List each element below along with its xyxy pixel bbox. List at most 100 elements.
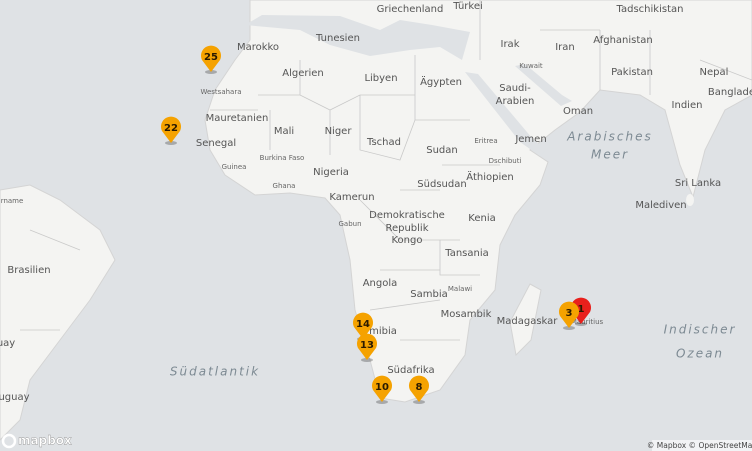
place-label: Arabien xyxy=(496,96,535,107)
place-label: Griechenland xyxy=(377,4,444,15)
marker[interactable]: 3 xyxy=(559,301,579,330)
place-label: Oman xyxy=(563,106,593,117)
place-label: Libyen xyxy=(364,73,397,84)
place-label: Südafrika xyxy=(387,365,434,376)
marker[interactable]: 1 xyxy=(571,297,591,326)
marker-label: 3 xyxy=(566,308,573,319)
markers: 25 22 14 13 10 8 13 xyxy=(161,45,591,404)
place-label: Mosambik xyxy=(441,309,492,320)
place-label: Afghanistan xyxy=(593,35,653,46)
place-label: Demokratische xyxy=(369,210,445,221)
place-label: Iran xyxy=(555,42,575,53)
place-label: Westsahara xyxy=(200,88,241,96)
red-sea xyxy=(465,72,546,156)
place-label: Marokko xyxy=(237,42,279,53)
persian-gulf xyxy=(515,64,572,106)
marker-label: 25 xyxy=(204,52,218,63)
place-label: Nigeria xyxy=(313,167,349,178)
marker-pin xyxy=(357,333,377,360)
borders-east xyxy=(20,0,752,331)
place-label: Ghana xyxy=(273,182,296,190)
marker-pin xyxy=(571,297,591,324)
place-label: Tschad xyxy=(366,137,401,148)
place-label: Gabun xyxy=(338,220,361,228)
mediterranean xyxy=(245,15,470,60)
place-label: Indischer xyxy=(664,323,737,337)
place-label: Mauritius xyxy=(571,318,604,326)
marker[interactable]: 13 xyxy=(357,333,377,362)
place-label: Tansania xyxy=(444,248,489,259)
place-label: Madagaskar xyxy=(497,316,559,327)
place-label: Brasilien xyxy=(7,265,50,276)
marker-pin xyxy=(409,375,430,402)
land-madagascar xyxy=(509,283,542,357)
place-label: Kuwait xyxy=(519,62,543,70)
logo-icon xyxy=(1,433,17,449)
place-label: mibia xyxy=(369,326,397,337)
place-label: Tunesien xyxy=(315,33,360,44)
place-label: Kamerun xyxy=(329,192,374,203)
place-label: uguay xyxy=(0,392,30,403)
place-label: Kenia xyxy=(468,213,495,224)
place-label: Ägypten xyxy=(420,75,462,88)
land-africa-eurasia xyxy=(204,0,752,403)
place-label: Indien xyxy=(672,100,703,111)
place-label: Nepal xyxy=(700,67,729,78)
place-label: Tadschikistan xyxy=(616,4,684,15)
attribution-bg xyxy=(652,440,752,451)
marker-label: 22 xyxy=(164,123,178,134)
place-label: Kongo xyxy=(392,235,423,246)
attribution[interactable]: © Mapbox © OpenStreetMap xyxy=(647,441,752,450)
marker-label: 13 xyxy=(360,340,374,351)
logo-text: mapbox xyxy=(18,434,72,448)
place-label: Saudi- xyxy=(499,83,531,94)
land-sri-lanka xyxy=(686,194,694,206)
marker-pin xyxy=(559,301,579,328)
place-label: Äthiopien xyxy=(466,170,513,183)
place-label: Irak xyxy=(501,39,520,50)
marker[interactable]: 22 xyxy=(161,116,181,145)
place-label: Sambia xyxy=(410,289,447,300)
place-label: Guinea xyxy=(222,163,247,171)
marker[interactable]: 8 xyxy=(409,375,430,404)
place-label: Senegal xyxy=(196,138,236,149)
place-label: Jemen xyxy=(514,134,546,145)
labels: Griechenland Türkei Tadschikistan Tunesien M… xyxy=(0,1,752,403)
place-label: Pakistan xyxy=(611,67,653,78)
borders xyxy=(210,55,500,341)
place-label: Niger xyxy=(325,126,353,137)
marker-label: 8 xyxy=(416,382,423,393)
place-label: Meer xyxy=(591,148,629,162)
marker-pin xyxy=(201,45,221,72)
place-label: Ozean xyxy=(676,347,724,361)
place-label: Algerien xyxy=(282,68,324,79)
place-label: Malediven xyxy=(635,200,686,211)
place-label: rname xyxy=(1,197,24,205)
place-label: Sri Lanka xyxy=(675,178,721,189)
land-south-america xyxy=(0,184,116,441)
place-label: Republik xyxy=(385,223,428,234)
place-label: Sudan xyxy=(426,145,458,156)
place-label: Malawi xyxy=(448,285,472,293)
place-label: Türkei xyxy=(452,1,483,12)
place-label: Mauretanien xyxy=(206,113,269,124)
mapbox-logo: mapbox xyxy=(1,433,72,449)
marker-pin xyxy=(372,375,392,402)
marker[interactable]: 10 xyxy=(372,375,392,404)
place-label: Bangladesch xyxy=(708,87,752,98)
place-label: Arabisches xyxy=(566,130,653,144)
place-label: uay xyxy=(0,338,15,349)
place-label: Südsudan xyxy=(417,179,466,190)
place-label: Dschibuti xyxy=(489,157,522,165)
marker-label: 14 xyxy=(356,319,370,330)
place-label: Mali xyxy=(274,126,294,137)
marker[interactable]: 25 xyxy=(201,45,221,74)
marker-pin xyxy=(161,116,181,143)
marker-label: 10 xyxy=(375,382,389,393)
place-label: Eritrea xyxy=(474,137,497,145)
place-label: Burkina Faso xyxy=(260,154,305,162)
place-label: Angola xyxy=(363,278,398,289)
marker-pin xyxy=(353,312,373,339)
